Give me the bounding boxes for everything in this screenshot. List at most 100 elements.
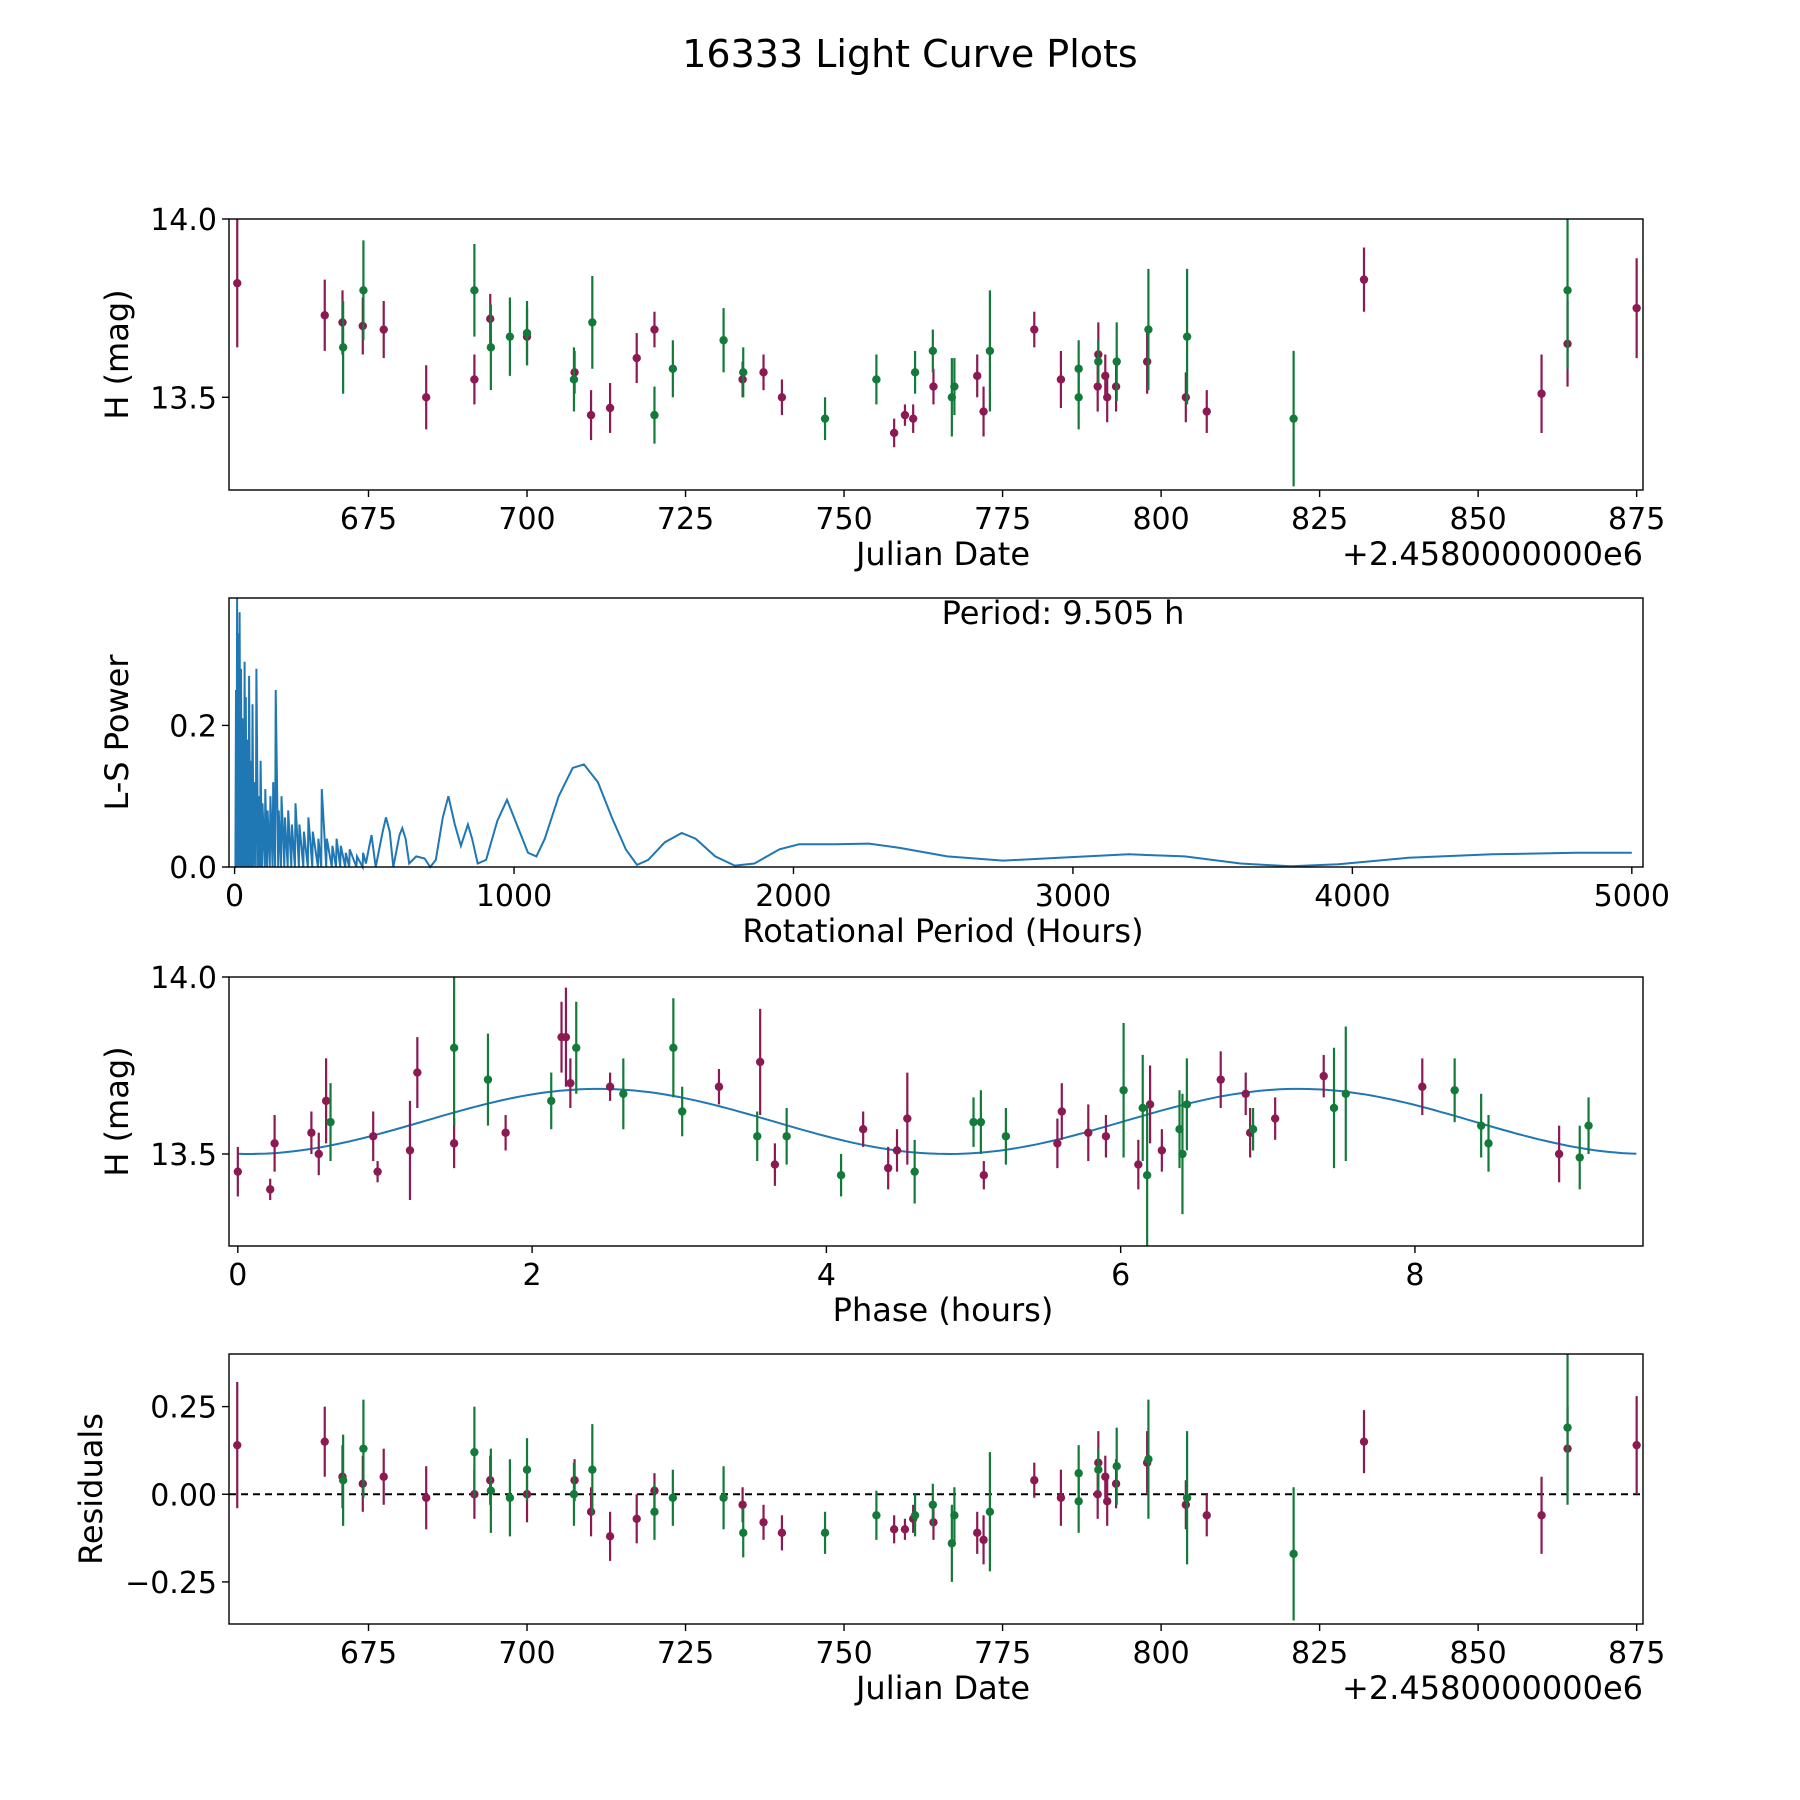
resid-data-point bbox=[1181, 1500, 1191, 1509]
resid-data-point bbox=[1563, 1423, 1572, 1432]
phase-series-filter-a bbox=[233, 987, 1564, 1200]
jd-data-point bbox=[586, 410, 596, 420]
phase-data-point bbox=[753, 1132, 762, 1141]
jd-data-point bbox=[908, 414, 918, 423]
phase-x-tick-label: 0 bbox=[228, 1258, 247, 1293]
phase-data-point bbox=[1329, 1103, 1339, 1113]
jd-data-point bbox=[889, 428, 899, 438]
phase-data-point bbox=[1101, 1132, 1111, 1141]
phase-data-point bbox=[501, 1128, 510, 1137]
jd-data-point bbox=[569, 375, 579, 384]
phase-data-point bbox=[1178, 1149, 1187, 1159]
phase-data-point bbox=[483, 1075, 493, 1084]
resid-data-point bbox=[777, 1528, 787, 1538]
jd-data-point bbox=[1094, 357, 1103, 366]
phase-data-point bbox=[903, 1114, 912, 1123]
phase-data-point bbox=[669, 1043, 678, 1052]
resid-x-tick-label: 850 bbox=[1450, 1636, 1507, 1671]
phase-data-point bbox=[1142, 1171, 1152, 1180]
phase-data-point bbox=[1584, 1121, 1593, 1130]
ls-x-tick-label: 2000 bbox=[755, 879, 831, 914]
jd-x-tick-label: 825 bbox=[1291, 502, 1348, 537]
jd-data-point bbox=[1112, 357, 1121, 366]
panel-lomb-scargle-periodogram: Period: 9.505 h 0 1000 2000 3000 4000 5000 0.0 0… bbox=[98, 594, 1670, 950]
jd-data-point bbox=[668, 364, 678, 373]
phase-data-point bbox=[1134, 1160, 1143, 1169]
jd-y-tick-label: 13.5 bbox=[150, 381, 217, 416]
resid-data-point bbox=[900, 1525, 910, 1534]
phase-data-point bbox=[547, 1096, 556, 1106]
resid-data-point bbox=[586, 1507, 596, 1516]
phase-series-filter-b bbox=[326, 977, 1593, 1246]
jd-data-point bbox=[820, 414, 830, 423]
jd-data-point bbox=[985, 346, 995, 356]
jd-y-tick-label: 14.0 bbox=[150, 203, 217, 238]
resid-data-point bbox=[1537, 1511, 1546, 1520]
phase-data-point bbox=[892, 1146, 902, 1155]
resid-data-point bbox=[950, 1511, 959, 1520]
phase-data-point bbox=[1119, 1086, 1128, 1095]
jd-data-point bbox=[928, 346, 938, 356]
jd-data-point bbox=[1563, 286, 1572, 295]
resid-x-tick-label: 675 bbox=[340, 1636, 397, 1671]
jd-data-point bbox=[759, 368, 768, 377]
phase-data-point bbox=[1241, 1089, 1250, 1099]
resid-x-axis-label: Julian Date bbox=[854, 1669, 1030, 1707]
ls-power-line bbox=[234, 597, 1632, 871]
phase-data-point bbox=[858, 1124, 868, 1134]
phase-data-point bbox=[969, 1117, 978, 1127]
phase-data-point bbox=[572, 1043, 581, 1052]
jd-data-point bbox=[1142, 357, 1152, 366]
phase-data-point bbox=[1341, 1089, 1350, 1099]
jd-data-point bbox=[1093, 382, 1102, 391]
resid-data-point bbox=[1112, 1462, 1121, 1471]
phase-axes-frame bbox=[228, 976, 1644, 1247]
jd-data-point bbox=[421, 393, 431, 402]
phase-data-point bbox=[265, 1185, 275, 1194]
phase-data-point bbox=[755, 1057, 765, 1067]
phase-data-point bbox=[1476, 1121, 1486, 1130]
jd-data-point bbox=[1202, 407, 1211, 416]
ls-period-annotation: Period: 9.505 h bbox=[942, 594, 1185, 632]
resid-x-tick-label: 825 bbox=[1291, 1636, 1348, 1671]
jd-data-point bbox=[1182, 332, 1192, 341]
phase-x-axis-label: Phase (hours) bbox=[833, 1291, 1054, 1329]
resid-series-filter-a bbox=[233, 1382, 1641, 1565]
jd-x-tick-label: 725 bbox=[657, 502, 714, 537]
resid-data-point bbox=[359, 1444, 368, 1453]
resid-x-tick-label: 700 bbox=[498, 1636, 555, 1671]
resid-x-tick-label: 800 bbox=[1132, 1636, 1189, 1671]
resid-data-point bbox=[1056, 1493, 1066, 1502]
ls-axes-frame bbox=[228, 597, 1644, 868]
resid-axes-frame bbox=[228, 1353, 1644, 1625]
resid-data-point bbox=[889, 1525, 899, 1534]
jd-x-tick-label: 700 bbox=[498, 502, 555, 537]
jd-data-point bbox=[1056, 375, 1066, 384]
jd-data-point bbox=[719, 336, 728, 345]
jd-x-tick-label: 875 bbox=[1608, 502, 1665, 537]
jd-data-point bbox=[950, 382, 959, 391]
resid-data-point bbox=[719, 1493, 728, 1502]
phase-data-point bbox=[405, 1146, 415, 1155]
phase-data-point bbox=[307, 1128, 316, 1137]
phase-data-point bbox=[1319, 1071, 1328, 1081]
jd-data-point bbox=[1359, 275, 1369, 284]
resid-x-tick-label: 725 bbox=[657, 1636, 714, 1671]
resid-data-point bbox=[1093, 1490, 1102, 1499]
resid-data-point bbox=[1182, 1493, 1192, 1502]
phase-data-point bbox=[1248, 1124, 1258, 1134]
jd-data-point bbox=[505, 332, 515, 341]
jd-data-point bbox=[379, 325, 388, 334]
resid-data-point bbox=[522, 1465, 532, 1474]
ls-y-tick-label: 0.2 bbox=[169, 709, 217, 744]
jd-y-axis-label: H (mag) bbox=[98, 289, 136, 419]
phase-data-point bbox=[883, 1163, 893, 1173]
jd-data-point bbox=[872, 375, 881, 384]
resid-data-point bbox=[421, 1493, 431, 1502]
resid-data-point bbox=[1030, 1476, 1039, 1485]
resid-y-axis-label: Residuals bbox=[72, 1413, 110, 1565]
jd-data-point bbox=[979, 407, 988, 416]
jd-data-point bbox=[605, 403, 615, 413]
jd-data-point bbox=[632, 353, 641, 363]
resid-data-point bbox=[928, 1500, 938, 1509]
